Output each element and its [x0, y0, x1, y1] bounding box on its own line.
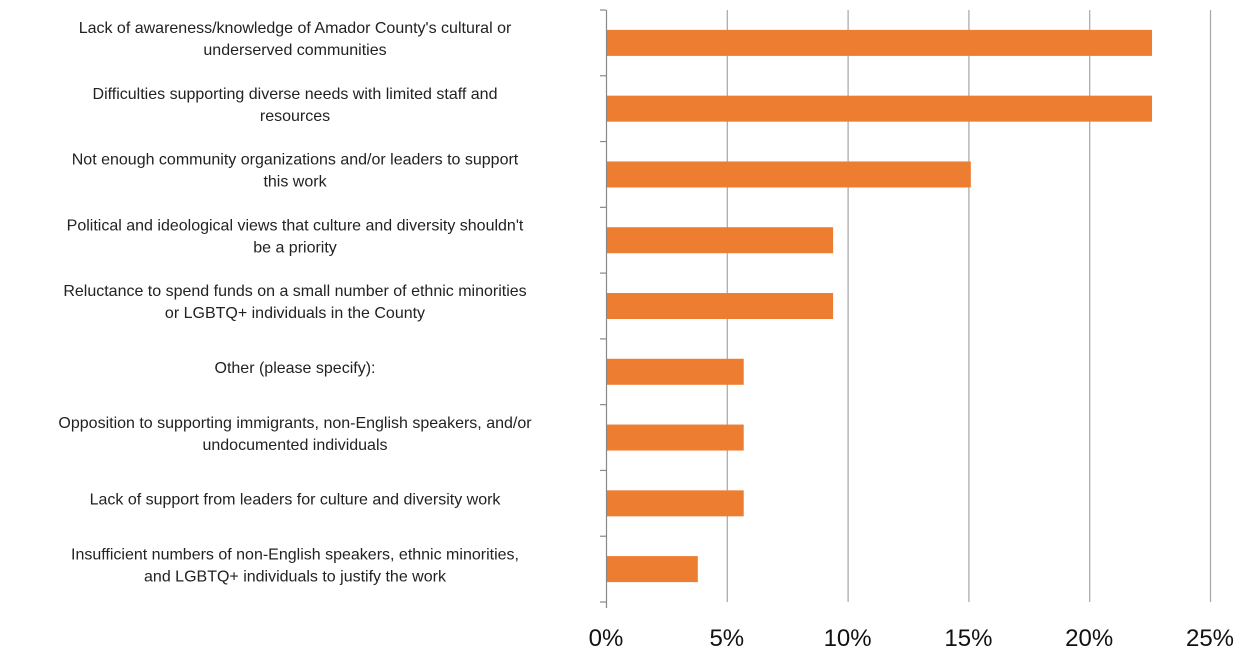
- category-label: Lack of support from leaders for culture…: [90, 492, 502, 509]
- category-axis: [600, 9, 608, 608]
- bars: [607, 29, 1153, 583]
- x-tick-label: 5%: [709, 625, 744, 652]
- category-label: Lack of awareness/knowledge of Amador Co…: [79, 20, 512, 59]
- x-tick-label: 10%: [824, 625, 872, 652]
- bar: [607, 95, 1153, 122]
- category-label: Difficulties supporting diverse needs wi…: [93, 86, 498, 125]
- category-label: Insufficient numbers of non-English spea…: [71, 546, 519, 585]
- x-tick-label: 0%: [589, 625, 624, 652]
- category-label: Opposition to supporting immigrants, non…: [58, 415, 532, 454]
- category-label: Political and ideological views that cul…: [67, 217, 524, 256]
- x-tick-label: 25%: [1186, 625, 1234, 652]
- bar: [607, 29, 1153, 56]
- bar: [607, 556, 698, 583]
- bar: [607, 424, 744, 451]
- category-label: Other (please specify):: [215, 360, 376, 377]
- x-axis-tick-labels: 0% 5% 10% 15% 20% 25%: [589, 625, 1234, 652]
- bar: [607, 293, 834, 319]
- category-labels: Lack of awareness/knowledge of Amador Co…: [58, 20, 532, 585]
- category-label: Reluctance to spend funds on a small num…: [63, 283, 526, 322]
- bar: [607, 227, 834, 254]
- bar: [607, 358, 744, 385]
- x-tick-label: 15%: [944, 625, 992, 652]
- bar: [607, 490, 744, 517]
- bar: [607, 161, 971, 188]
- category-label: Not enough community organizations and/o…: [72, 152, 519, 191]
- x-tick-label: 20%: [1065, 625, 1113, 652]
